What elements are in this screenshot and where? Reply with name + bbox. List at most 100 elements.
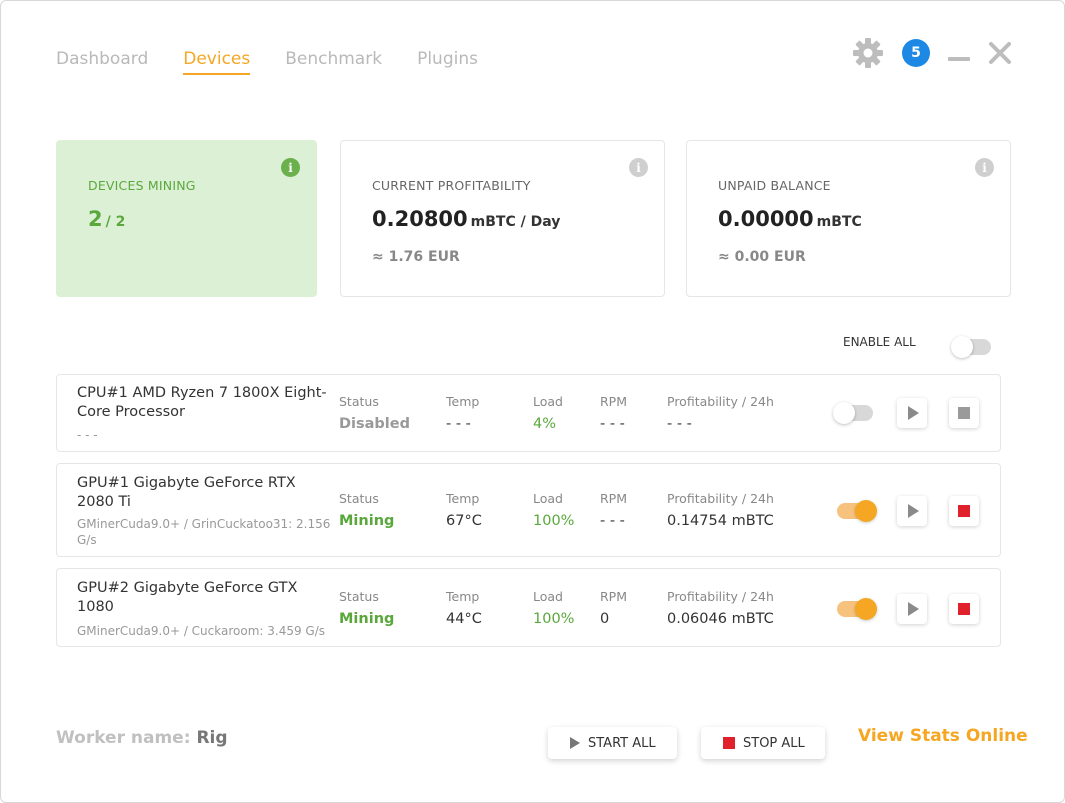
- enable-all-label: ENABLE ALL: [843, 335, 916, 349]
- tab-plugins[interactable]: Plugins: [417, 49, 478, 69]
- stop-icon: [958, 407, 970, 419]
- devices-active-count: 2: [88, 207, 103, 231]
- start-device-button[interactable]: [897, 594, 927, 624]
- load-label: Load: [533, 589, 563, 604]
- balance-value: 0.00000 mBTC: [718, 207, 862, 231]
- rpm-col: RPM - - -: [600, 491, 627, 529]
- play-icon: [908, 602, 919, 616]
- temp-col: Temp - - -: [446, 394, 479, 432]
- worker-name-value: Rig: [196, 728, 228, 748]
- status-col: Status Disabled: [339, 394, 410, 432]
- tab-benchmark[interactable]: Benchmark: [285, 49, 383, 69]
- stop-device-button[interactable]: [949, 496, 979, 526]
- gear-icon[interactable]: [852, 37, 884, 69]
- profitability-value: 0.20800 mBTC / Day: [372, 207, 560, 231]
- load-value: 100%: [533, 513, 575, 529]
- load-label: Load: [533, 491, 563, 506]
- balance-fiat: ≈ 0.00 EUR: [718, 249, 806, 265]
- profitability-label: CURRENT PROFITABILITY: [372, 178, 531, 193]
- temp-col: Temp 67°C: [446, 491, 482, 529]
- rpm-value: - - -: [600, 513, 625, 529]
- play-icon: [908, 504, 919, 518]
- stop-icon: [958, 505, 970, 517]
- device-row-cpu1: CPU#1 AMD Ryzen 7 1800X Eight-Core Proce…: [56, 374, 1001, 452]
- start-device-button[interactable]: [897, 496, 927, 526]
- profitability-fiat: ≈ 1.76 EUR: [372, 249, 460, 265]
- temp-col: Temp 44°C: [446, 589, 482, 627]
- worker-name: Worker name: Rig: [56, 728, 228, 748]
- tab-devices[interactable]: Devices: [183, 49, 251, 75]
- rpm-col: RPM - - -: [600, 394, 627, 432]
- info-icon[interactable]: i: [281, 158, 300, 177]
- profit-label: Profitability / 24h: [667, 491, 774, 506]
- notification-badge[interactable]: 5: [902, 39, 930, 67]
- devices-total-count: / 2: [105, 214, 126, 230]
- temp-value: 44°C: [446, 611, 482, 627]
- main-nav: Dashboard Devices Benchmark Plugins: [56, 49, 478, 75]
- start-device-button[interactable]: [897, 398, 927, 428]
- load-label: Load: [533, 394, 563, 409]
- profit-col: Profitability / 24h 0.06046 mBTC: [667, 589, 774, 627]
- start-all-label: START ALL: [588, 735, 656, 751]
- load-value: 100%: [533, 611, 575, 627]
- status-col: Status Mining: [339, 491, 394, 529]
- enable-all-toggle[interactable]: [951, 336, 991, 358]
- profit-value: 0.14754 mBTC: [667, 513, 774, 529]
- profit-label: Profitability / 24h: [667, 589, 774, 604]
- status-label: Status: [339, 589, 379, 604]
- rpm-value: 0: [600, 611, 610, 627]
- devices-mining-value: 2/ 2: [88, 207, 125, 231]
- window-controls: 5: [852, 37, 1012, 69]
- worker-label: Worker name:: [56, 728, 191, 748]
- tab-dashboard[interactable]: Dashboard: [56, 49, 149, 69]
- rpm-label: RPM: [600, 394, 628, 409]
- profit-col: Profitability / 24h - - -: [667, 394, 774, 432]
- load-col: Load 4%: [533, 394, 563, 432]
- balance-unit: mBTC: [816, 214, 862, 230]
- profitability-card: i CURRENT PROFITABILITY 0.20800 mBTC / Da…: [340, 140, 665, 297]
- stop-icon: [723, 737, 735, 749]
- balance-amount: 0.00000: [718, 207, 814, 231]
- device-algorithm: - - -: [77, 428, 98, 442]
- info-icon[interactable]: i: [629, 158, 648, 177]
- devices-mining-card: i DEVICES MINING 2/ 2: [56, 140, 317, 297]
- device-row-gpu1: GPU#1 Gigabyte GeForce RTX 2080 Ti GMine…: [56, 463, 1001, 557]
- start-all-button[interactable]: START ALL: [548, 727, 677, 759]
- profit-col: Profitability / 24h 0.14754 mBTC: [667, 491, 774, 529]
- status-label: Status: [339, 394, 379, 409]
- profitability-amount: 0.20800: [372, 207, 468, 231]
- device-name: GPU#2 Gigabyte GeForce GTX 1080: [77, 580, 298, 615]
- stop-icon: [958, 603, 970, 615]
- rpm-label: RPM: [600, 491, 628, 506]
- device-name: CPU#1 AMD Ryzen 7 1800X Eight-Core Proce…: [77, 385, 327, 420]
- profitability-unit: mBTC / Day: [470, 214, 561, 230]
- toggle-knob: [951, 336, 973, 358]
- temp-value: - - -: [446, 416, 471, 432]
- temp-label: Temp: [446, 589, 480, 604]
- device-toggle[interactable]: [837, 598, 877, 620]
- stop-all-button[interactable]: STOP ALL: [701, 727, 825, 759]
- play-icon: [570, 737, 580, 749]
- stop-device-button[interactable]: [949, 398, 979, 428]
- stop-device-button[interactable]: [949, 594, 979, 624]
- device-toggle[interactable]: [833, 402, 873, 424]
- status-value: Disabled: [339, 416, 410, 432]
- device-name: GPU#1 Gigabyte GeForce RTX 2080 Ti: [77, 475, 296, 510]
- status-label: Status: [339, 491, 379, 506]
- load-col: Load 100%: [533, 589, 574, 627]
- view-stats-online-link[interactable]: View Stats Online: [858, 726, 1028, 746]
- device-row-gpu2: GPU#2 Gigabyte GeForce GTX 1080 GMinerCu…: [56, 568, 1001, 647]
- status-value: Mining: [339, 611, 395, 627]
- minimize-icon[interactable]: [948, 42, 970, 64]
- devices-mining-label: DEVICES MINING: [88, 178, 196, 193]
- temp-label: Temp: [446, 491, 480, 506]
- device-toggle[interactable]: [837, 500, 877, 522]
- profit-value: 0.06046 mBTC: [667, 611, 774, 627]
- rpm-value: - - -: [600, 416, 625, 432]
- temp-value: 67°C: [446, 513, 482, 529]
- info-icon[interactable]: i: [975, 158, 994, 177]
- rpm-label: RPM: [600, 589, 628, 604]
- close-icon[interactable]: [988, 41, 1012, 65]
- device-algorithm: GMinerCuda9.0+ / Cuckaroom: 3.459 G/s: [77, 624, 326, 638]
